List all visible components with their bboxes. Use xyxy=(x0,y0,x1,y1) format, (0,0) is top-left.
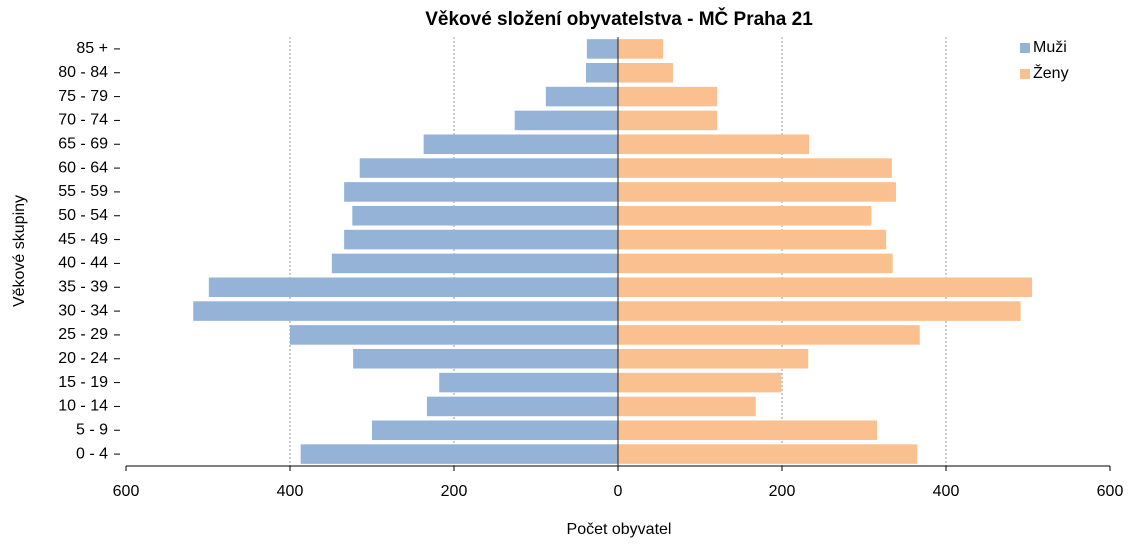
y-tick-label: 65 - 69 xyxy=(58,135,108,152)
bar xyxy=(193,301,619,321)
legend-label: Ženy xyxy=(1033,63,1069,82)
y-tick-label: 60 - 64 xyxy=(58,159,108,176)
x-axis-label: Počet obyvatel xyxy=(567,521,672,538)
bar xyxy=(618,158,892,178)
bar xyxy=(545,86,618,107)
y-tick-label: 45 - 49 xyxy=(58,231,108,248)
bar xyxy=(618,396,756,417)
bar xyxy=(618,420,878,441)
y-tick-label: 80 - 84 xyxy=(58,64,108,81)
y-tick-label: 5 - 9 xyxy=(76,421,108,438)
x-tick-label: 0 xyxy=(614,483,623,500)
x-tick-label: 400 xyxy=(933,483,960,500)
bar xyxy=(618,86,718,107)
bar xyxy=(290,325,618,345)
chart-title: Věkové složení obyvatelstva - MČ Praha 2… xyxy=(425,8,813,30)
legend-swatch xyxy=(1020,69,1030,79)
bar xyxy=(514,110,618,131)
bar xyxy=(618,110,718,131)
y-tick-label: 10 - 14 xyxy=(58,398,108,415)
bar xyxy=(586,62,618,83)
legend-label: Muži xyxy=(1033,39,1067,56)
x-tick-label: 200 xyxy=(441,483,468,500)
legend-swatch xyxy=(1020,43,1030,53)
bar xyxy=(618,253,893,274)
x-tick-label: 200 xyxy=(769,483,796,500)
y-tick-label: 75 - 79 xyxy=(58,88,108,105)
bar xyxy=(439,372,618,393)
x-tick-label: 600 xyxy=(1097,483,1124,500)
bar xyxy=(344,229,618,250)
bar xyxy=(426,396,618,417)
bar xyxy=(618,372,782,393)
bar xyxy=(618,277,1033,298)
bar xyxy=(344,182,618,202)
bar xyxy=(618,62,673,83)
bar xyxy=(208,277,618,298)
bar xyxy=(618,229,887,250)
bar xyxy=(331,253,618,274)
bar xyxy=(353,348,618,369)
bar xyxy=(586,39,618,59)
y-tick-label: 0 - 4 xyxy=(76,445,108,462)
bar xyxy=(618,134,810,155)
bar xyxy=(372,420,618,441)
bar xyxy=(618,182,896,202)
y-tick-label: 70 - 74 xyxy=(58,112,108,129)
bar xyxy=(618,348,809,369)
y-tick-label: 30 - 34 xyxy=(58,302,108,319)
x-tick-label: 400 xyxy=(277,483,304,500)
y-tick-label: 55 - 59 xyxy=(58,183,108,200)
bar xyxy=(352,205,618,226)
bar xyxy=(618,205,872,226)
y-axis-label: Věkové skupiny xyxy=(11,195,28,307)
y-tick-label: 20 - 24 xyxy=(58,350,108,367)
bar xyxy=(618,444,918,464)
y-tick-label: 25 - 29 xyxy=(58,326,108,343)
y-tick-label: 85 + xyxy=(76,40,108,57)
bar xyxy=(359,158,618,178)
y-tick-label: 15 - 19 xyxy=(58,374,108,391)
x-tick-label: 600 xyxy=(113,483,140,500)
bar xyxy=(423,134,618,155)
y-tick-label: 35 - 39 xyxy=(58,278,108,295)
bar xyxy=(618,325,920,345)
bar xyxy=(618,301,1021,321)
bar xyxy=(618,39,664,59)
y-tick-label: 50 - 54 xyxy=(58,207,108,224)
bar xyxy=(300,444,618,464)
y-tick-label: 40 - 44 xyxy=(58,255,108,272)
